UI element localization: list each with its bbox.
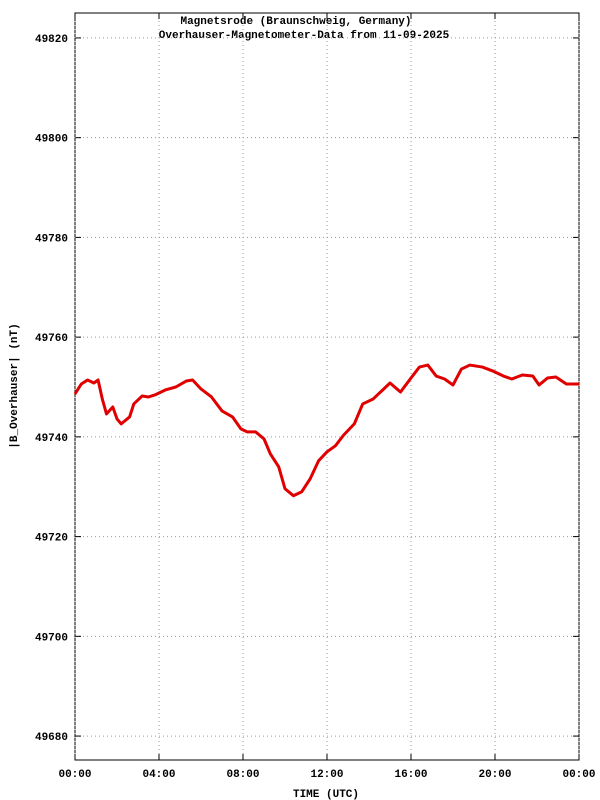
y-tick-label: 49760 [35, 333, 68, 345]
y-tick-label: 49820 [35, 34, 68, 46]
x-tick-label: 00:00 [562, 769, 595, 781]
x-tick-label: 16:00 [394, 769, 427, 781]
y-tick-label: 49800 [35, 134, 68, 146]
x-axis-label: TIME (UTC) [293, 789, 359, 800]
y-tick-label: 49780 [35, 233, 68, 245]
x-tick-label: 20:00 [478, 769, 511, 781]
y-tick-label: 49700 [35, 632, 68, 644]
x-tick-label: 00:00 [58, 769, 91, 781]
data-line [73, 363, 579, 498]
chart-subtitle: Overhauser-Magnetometer-Data from 11-09-… [159, 30, 450, 42]
y-tick-label: 49740 [35, 433, 68, 445]
chart-title: Magnetsrode (Braunschweig, Germany) [180, 16, 411, 28]
y-tick-label: 49680 [35, 732, 68, 744]
y-axis-label: |B_Overhauser| (nT) [9, 323, 21, 448]
x-tick-label: 04:00 [142, 769, 175, 781]
y-tick-label: 49720 [35, 533, 68, 545]
x-tick-label: 12:00 [310, 769, 343, 781]
x-tick-label: 08:00 [226, 769, 259, 781]
